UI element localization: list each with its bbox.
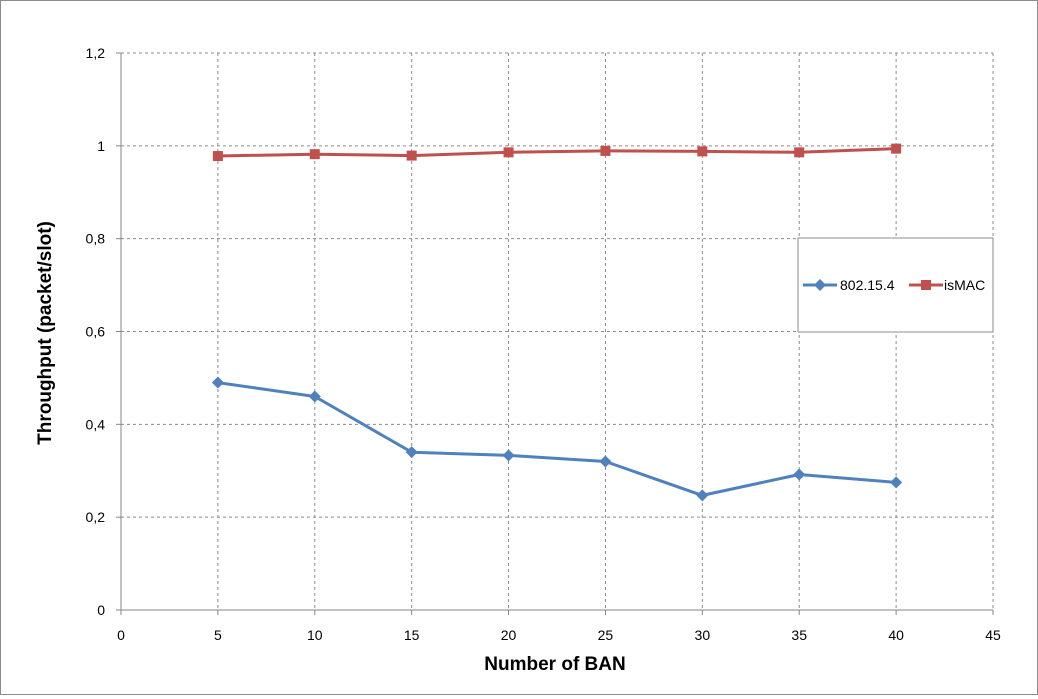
y-tick-label: 0 [97, 602, 105, 618]
data-point-802-15-4[interactable] [599, 455, 612, 468]
legend-label-ismac: isMAC [944, 277, 985, 293]
x-tick-label: 10 [307, 627, 323, 643]
data-point-802-15-4[interactable] [211, 376, 224, 389]
legend[interactable]: 802.15.4 isMAC [797, 237, 994, 333]
x-tick-label: 15 [404, 627, 420, 643]
data-point-ismac[interactable] [503, 147, 514, 158]
data-point-ismac[interactable] [309, 149, 320, 160]
data-point-802-15-4[interactable] [502, 449, 515, 462]
data-point-ismac[interactable] [212, 151, 223, 162]
data-point-802-15-4[interactable] [793, 468, 806, 481]
legend-marker-802-15-4 [814, 279, 826, 291]
x-tick-label: 35 [791, 627, 807, 643]
series-line-ismac [217, 147, 897, 158]
y-axis-label: Throughput (packet/slot) [35, 221, 56, 445]
y-tick-label: 1 [97, 138, 105, 154]
x-axis-label: Number of BAN [484, 654, 625, 675]
legend-item-ismac[interactable]: isMAC [909, 277, 985, 293]
y-tick-label: 1,2 [86, 45, 106, 61]
x-tick-label: 0 [117, 627, 125, 643]
data-point-ismac[interactable] [600, 145, 611, 156]
x-tick-label: 25 [598, 627, 614, 643]
x-tick-label: 45 [985, 627, 1001, 643]
x-tick-label: 30 [695, 627, 711, 643]
data-point-ismac[interactable] [794, 147, 805, 158]
x-tick-label: 20 [501, 627, 517, 643]
series-ismac[interactable] [212, 143, 902, 162]
data-point-ismac[interactable] [697, 146, 708, 157]
data-point-ismac[interactable] [406, 150, 417, 161]
y-tick-label: 0,6 [86, 324, 106, 340]
series-layer [211, 143, 903, 502]
x-tick-label: 5 [214, 627, 222, 643]
y-tick-label: 0,4 [86, 416, 106, 432]
data-point-802-15-4[interactable] [308, 390, 321, 403]
x-tick-label: 40 [888, 627, 904, 643]
data-point-802-15-4[interactable] [890, 476, 903, 489]
axes [116, 52, 994, 615]
legend-item-802-15-4[interactable]: 802.15.4 [803, 277, 895, 293]
data-point-ismac[interactable] [891, 143, 902, 154]
series-line-802-15-4 [217, 381, 897, 497]
y-tick-label: 0,8 [86, 231, 106, 247]
data-point-802-15-4[interactable] [405, 446, 418, 459]
data-point-802-15-4[interactable] [696, 489, 709, 502]
legend-marker-ismac [921, 280, 931, 290]
y-tick-label: 0,2 [86, 509, 106, 525]
legend-label-802-15-4: 802.15.4 [840, 277, 895, 293]
tick-labels: 0 0,2 0,4 0,6 0,8 1 1,2 0 5 10 15 20 25 30 35 40 45 [86, 45, 1001, 643]
series-802-15-4[interactable] [211, 376, 903, 502]
